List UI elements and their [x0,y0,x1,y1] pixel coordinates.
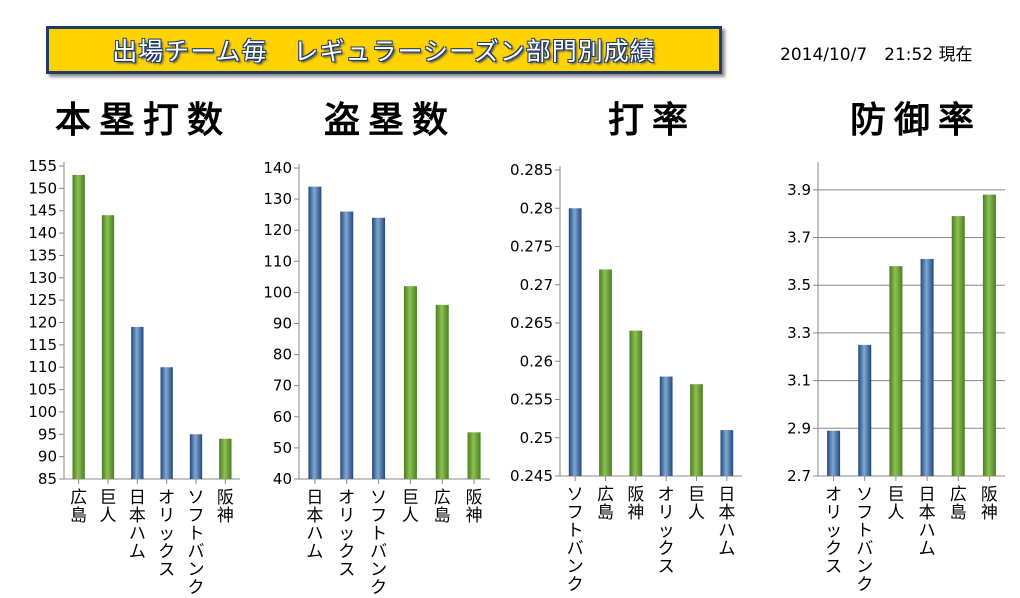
x-category-label: 阪神 [981,485,998,523]
x-category-label: 広島 [434,488,451,526]
bar [568,208,582,476]
chart-title: 盗塁数 [324,100,456,141]
x-category-label: オリックス [658,485,675,577]
y-tick-label: 70 [273,377,292,395]
y-tick-label: 40 [273,470,292,488]
x-category-label: 広島 [950,485,967,523]
x-category-label: 日本ハム [919,485,936,559]
y-tick-label: 120 [28,314,57,332]
x-category-label: 阪神 [466,488,483,526]
chart-title: 打率 [608,100,696,141]
y-tick-label: 0.245 [510,467,553,485]
x-category-label: 巨人 [402,488,419,526]
y-tick-label: 0.255 [510,391,553,409]
x-category-label: 巨人 [688,485,705,523]
y-tick-label: 115 [28,336,57,354]
x-category-label: オリックス [825,485,842,577]
bar [340,211,354,480]
x-category-label: 阪神 [627,485,644,523]
bar [160,367,173,479]
bar [435,304,449,479]
y-tick-label: 3.5 [787,276,811,294]
y-tick-label: 0.275 [510,238,553,256]
y-tick-label: 0.265 [510,314,553,332]
y-tick-label: 50 [273,439,292,457]
x-category-label: オリックス [158,488,175,580]
y-tick-label: 3.9 [787,181,811,199]
y-tick-label: 3.3 [787,324,811,342]
y-tick-label: 105 [28,381,57,399]
y-tick-label: 80 [273,346,292,364]
bar [920,259,934,476]
y-tick-label: 90 [273,315,292,333]
bar [629,330,643,476]
chart-title: 防御率 [850,100,982,141]
x-category-label: 巨人 [887,485,904,523]
update-timestamp: 2014/10/7 21:52 現在 [780,45,973,65]
bar [189,434,203,479]
y-tick-label: 2.9 [787,419,811,437]
bar [982,194,996,476]
bar [308,186,322,479]
y-tick-label: 95 [38,425,57,443]
bar [659,376,673,476]
bar [599,269,612,476]
x-category-label: ソフトバンク [567,485,584,595]
y-tick-label: 130 [263,190,292,208]
y-tick-label: 90 [38,448,57,466]
y-tick-label: 125 [28,291,57,309]
bar [372,217,386,479]
x-category-label: 日本ハム [718,485,735,559]
bar [690,384,703,476]
y-tick-label: 60 [273,408,292,426]
y-tick-label: 0.27 [520,276,553,294]
bar [219,438,232,479]
x-category-label: 広島 [70,488,87,526]
y-tick-label: 0.285 [510,161,553,179]
y-tick-label: 110 [28,358,57,376]
y-tick-label: 100 [263,283,292,301]
y-tick-label: 135 [28,246,57,264]
y-tick-label: 0.25 [520,429,553,447]
bar [827,430,841,476]
bar [858,344,872,476]
y-tick-label: 0.28 [520,199,553,217]
bar [403,286,417,479]
bar [720,430,734,476]
y-tick-label: 3.7 [787,229,811,247]
x-category-label: 巨人 [100,488,117,526]
bar [101,215,115,479]
y-tick-label: 2.7 [787,467,811,485]
y-tick-label: 145 [28,202,57,220]
y-tick-label: 140 [263,159,292,177]
x-category-label: オリックス [338,488,355,580]
bar [131,326,144,479]
x-category-label: ソフトバンク [856,485,873,595]
x-category-label: 阪神 [217,488,234,526]
chart-title: 本塁打数 [55,100,231,141]
y-tick-label: 110 [263,252,292,270]
page-title: 出場チーム毎 レギュラーシーズン部門別成績 [112,37,656,66]
y-tick-label: 130 [28,269,57,287]
bar [72,174,85,479]
bar [951,216,965,477]
x-category-label: ソフトバンク [370,488,387,598]
bar [467,432,481,479]
x-category-label: 日本ハム [306,488,323,562]
y-tick-label: 120 [263,221,292,239]
y-tick-label: 140 [28,224,57,242]
x-category-label: 広島 [597,485,614,523]
y-tick-label: 150 [28,179,57,197]
y-tick-label: 155 [28,157,57,175]
y-tick-label: 100 [28,403,57,421]
x-category-label: ソフトバンク [188,488,205,598]
y-tick-label: 85 [38,470,57,488]
bar [889,266,903,476]
y-tick-label: 3.1 [787,372,811,390]
x-category-label: 日本ハム [129,488,146,562]
title-banner: 出場チーム毎 レギュラーシーズン部門別成績 [46,26,722,74]
y-tick-label: 0.26 [520,352,553,370]
